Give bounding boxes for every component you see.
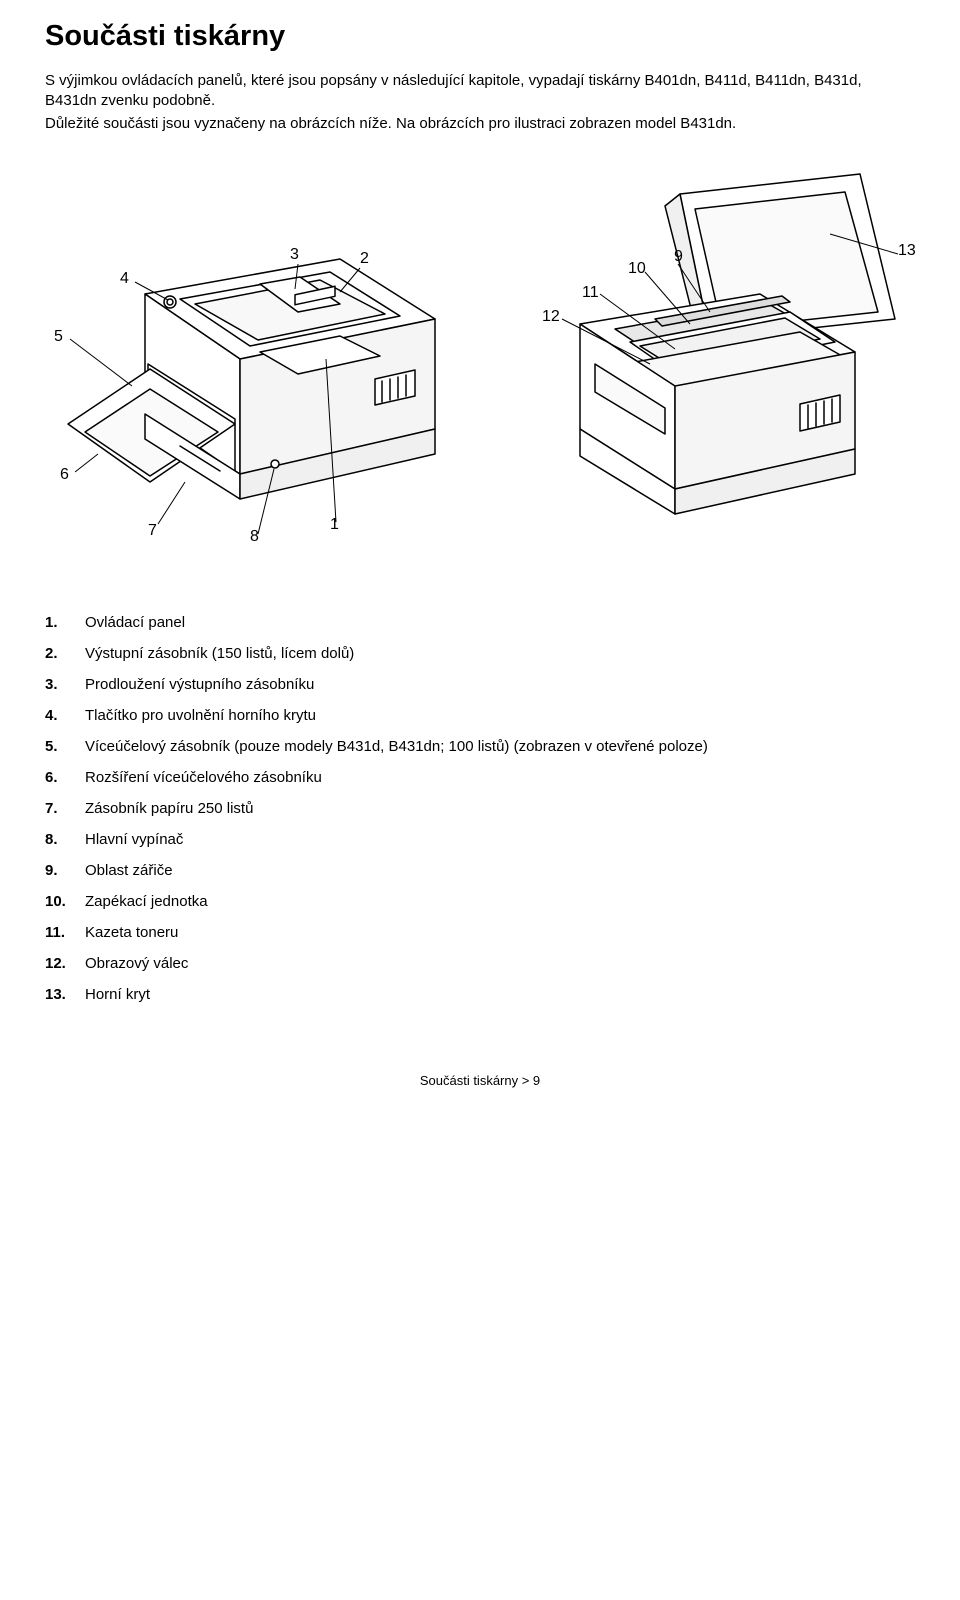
callout-10: 10 [628, 260, 646, 278]
legend-item: 8.Hlavní vypínač [45, 831, 915, 848]
legend-text: Rozšíření víceúčelového zásobníku [85, 769, 915, 786]
legend-num: 4. [45, 707, 85, 724]
printer-diagram-closed: 1 2 3 4 5 6 7 8 [40, 164, 460, 564]
callout-12: 12 [542, 308, 560, 326]
legend-num: 5. [45, 738, 85, 755]
legend-num: 8. [45, 831, 85, 848]
legend-text: Horní kryt [85, 986, 915, 1003]
page-title: Součásti tiskárny [45, 20, 915, 53]
diagram-container: 1 2 3 4 5 6 7 8 [45, 164, 915, 564]
legend-item: 4.Tlačítko pro uvolnění horního krytu [45, 707, 915, 724]
legend-num: 11. [45, 924, 85, 941]
legend-list: 1.Ovládací panel 2.Výstupní zásobník (15… [45, 614, 915, 1003]
callout-1: 1 [330, 516, 339, 534]
legend-text: Víceúčelový zásobník (pouze modely B431d… [85, 738, 915, 755]
legend-item: 6.Rozšíření víceúčelového zásobníku [45, 769, 915, 786]
legend-num: 13. [45, 986, 85, 1003]
callout-9: 9 [674, 248, 683, 266]
legend-text: Tlačítko pro uvolnění horního krytu [85, 707, 915, 724]
legend-text: Obrazový válec [85, 955, 915, 972]
printer-diagram-open: 9 10 11 12 13 [500, 164, 920, 564]
legend-num: 1. [45, 614, 85, 631]
legend-num: 10. [45, 893, 85, 910]
legend-item: 11.Kazeta toneru [45, 924, 915, 941]
legend-text: Hlavní vypínač [85, 831, 915, 848]
legend-item: 9.Oblast zářiče [45, 862, 915, 879]
legend-num: 2. [45, 645, 85, 662]
intro-paragraph-2: Důležité součásti jsou vyznačeny na obrá… [45, 114, 915, 134]
legend-item: 3.Prodloužení výstupního zásobníku [45, 676, 915, 693]
legend-text: Zásobník papíru 250 listů [85, 800, 915, 817]
legend-item: 12.Obrazový válec [45, 955, 915, 972]
legend-num: 3. [45, 676, 85, 693]
callout-2: 2 [360, 250, 369, 268]
callout-3: 3 [290, 246, 299, 264]
legend-num: 12. [45, 955, 85, 972]
legend-item: 1.Ovládací panel [45, 614, 915, 631]
page-footer: Součásti tiskárny > 9 [45, 1073, 915, 1088]
callout-11: 11 [582, 284, 599, 302]
legend-item: 7.Zásobník papíru 250 listů [45, 800, 915, 817]
legend-item: 10.Zapékací jednotka [45, 893, 915, 910]
callout-6: 6 [60, 466, 69, 484]
callout-4: 4 [120, 270, 129, 288]
intro-paragraph-1: S výjimkou ovládacích panelů, které jsou… [45, 71, 915, 112]
legend-item: 13.Horní kryt [45, 986, 915, 1003]
callout-5: 5 [54, 328, 63, 346]
legend-text: Kazeta toneru [85, 924, 915, 941]
callout-7: 7 [148, 522, 157, 540]
legend-num: 6. [45, 769, 85, 786]
legend-num: 9. [45, 862, 85, 879]
legend-text: Ovládací panel [85, 614, 915, 631]
legend-item: 5.Víceúčelový zásobník (pouze modely B43… [45, 738, 915, 755]
legend-text: Prodloužení výstupního zásobníku [85, 676, 915, 693]
legend-item: 2.Výstupní zásobník (150 listů, lícem do… [45, 645, 915, 662]
legend-text: Oblast zářiče [85, 862, 915, 879]
callout-8: 8 [250, 528, 259, 546]
legend-text: Zapékací jednotka [85, 893, 915, 910]
callout-13: 13 [898, 242, 916, 260]
legend-text: Výstupní zásobník (150 listů, lícem dolů… [85, 645, 915, 662]
legend-num: 7. [45, 800, 85, 817]
